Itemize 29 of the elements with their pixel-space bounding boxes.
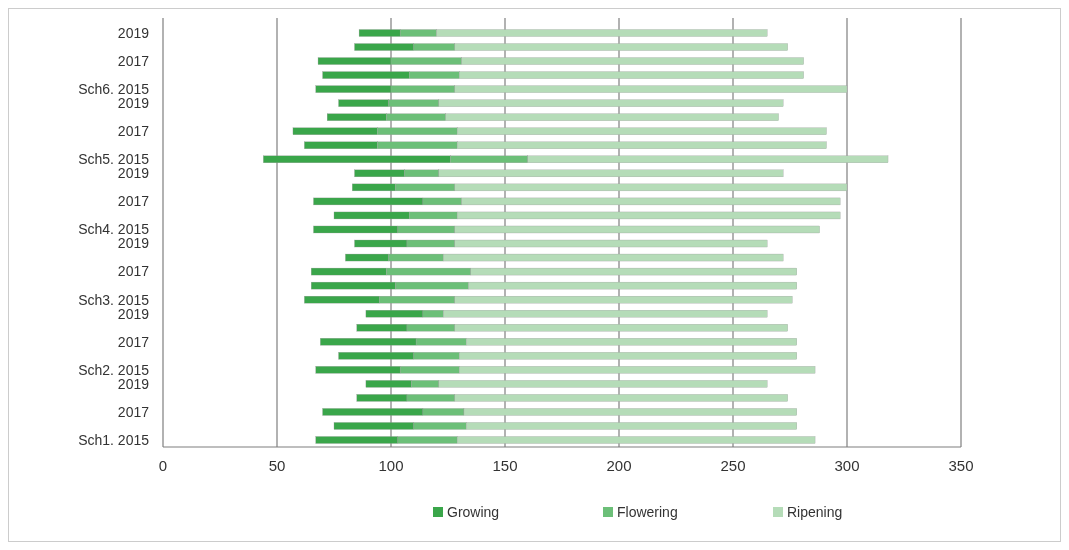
y-tick-label: 2019: [117, 24, 150, 41]
y-tick-label: 2017: [117, 333, 150, 350]
x-tick-label: 0: [158, 457, 168, 474]
legend-label: Flowering: [617, 503, 678, 520]
legend-label: Ripening: [787, 503, 843, 520]
y-tick-label: Sch4. 2015: [78, 221, 150, 238]
y-tick-label: 2017: [117, 52, 150, 69]
legend-label: Growing: [447, 503, 500, 520]
y-tick-label: Sch2. 2015: [78, 361, 150, 378]
y-tick-label: 2019: [117, 305, 150, 322]
x-tick-label: 200: [606, 457, 632, 474]
x-tick-label: 50: [268, 457, 286, 474]
y-tick-label: 2017: [117, 263, 150, 280]
y-tick-label: Sch3. 2015: [78, 291, 150, 308]
y-tick-label: 2017: [117, 193, 150, 210]
y-tick-label: Sch5. 2015: [78, 151, 150, 168]
y-tick-label: 2019: [117, 95, 150, 112]
x-tick-label: 350: [948, 457, 974, 474]
x-tick-label: 300: [834, 457, 860, 474]
x-tick-label: 100: [378, 457, 404, 474]
y-tick-label: Sch1. 2015: [78, 431, 150, 448]
y-tick-label: Sch6. 2015: [78, 81, 150, 98]
y-tick-label: 2019: [117, 235, 150, 252]
y-tick-label: 2017: [117, 403, 150, 420]
y-tick-label: 2019: [117, 375, 150, 392]
x-tick-label: 250: [720, 457, 746, 474]
y-tick-label: 2019: [117, 165, 150, 182]
y-tick-label: 2017: [117, 123, 150, 140]
x-tick-label: 150: [492, 457, 518, 474]
